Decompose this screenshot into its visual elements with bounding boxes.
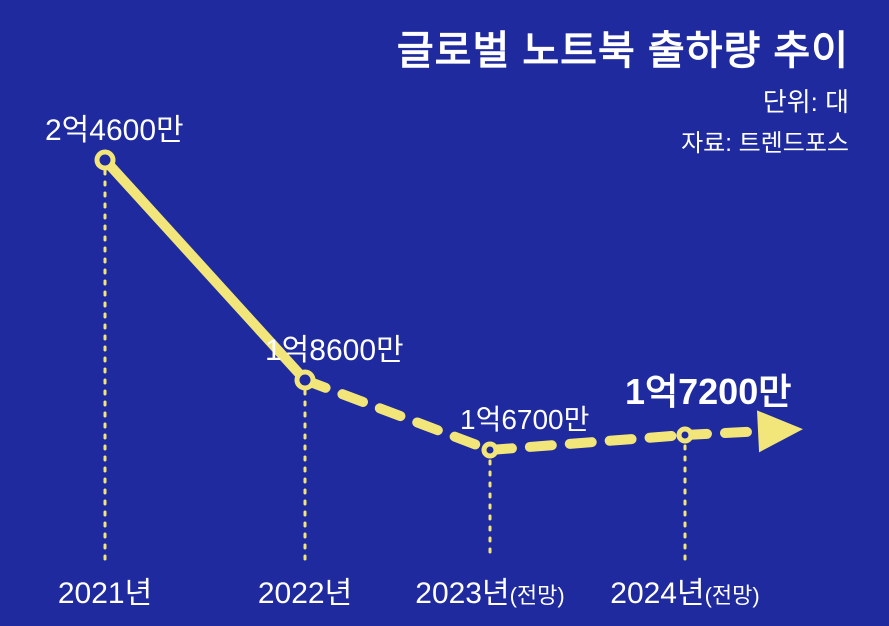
- x-axis-label: 2024년(전망): [610, 568, 759, 612]
- x-axis-label: 2022년: [258, 568, 352, 612]
- value-label: 2억4600만: [45, 105, 184, 149]
- x-axis-label: 2021년: [58, 568, 152, 612]
- value-label: 1억6700만: [460, 398, 589, 438]
- value-label: 1억7200만: [625, 363, 791, 415]
- x-axis-label: 2023년(전망): [415, 568, 564, 612]
- value-label: 1억8600만: [265, 325, 404, 369]
- line-chart: [0, 0, 889, 626]
